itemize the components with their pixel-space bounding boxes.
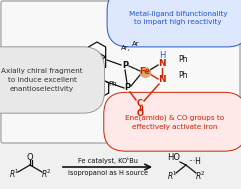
Text: Ph: Ph: [178, 71, 188, 81]
Text: Ar: Ar: [132, 41, 140, 47]
Text: O: O: [136, 109, 143, 119]
Text: $R^1$: $R^1$: [9, 168, 20, 180]
FancyBboxPatch shape: [1, 1, 240, 143]
Text: Ene(amido) & CO groups to
effectively activate iron: Ene(amido) & CO groups to effectively ac…: [125, 115, 225, 129]
Text: HO: HO: [167, 153, 181, 163]
Text: $R^1$: $R^1$: [167, 170, 177, 182]
Text: P: P: [122, 60, 128, 70]
Text: N: N: [158, 60, 166, 68]
Text: $R^2$: $R^2$: [194, 170, 205, 182]
Text: Metal-ligand bifunctionality
to impart high reactivity: Metal-ligand bifunctionality to impart h…: [129, 11, 227, 25]
Text: Ph: Ph: [178, 56, 188, 64]
Text: Axially chiral fragment
to induce excellent
enantioselectivity: Axially chiral fragment to induce excell…: [1, 68, 83, 91]
Text: Ph: Ph: [109, 81, 117, 87]
Text: Fe: Fe: [140, 67, 150, 77]
Text: $R^2$: $R^2$: [40, 168, 51, 180]
Text: O: O: [27, 153, 33, 161]
Text: P: P: [124, 84, 130, 92]
Text: Fe catalyst, KOᵗBu: Fe catalyst, KOᵗBu: [78, 157, 138, 164]
Text: ···H: ···H: [188, 156, 201, 166]
Text: isopropanol as H source: isopropanol as H source: [68, 170, 148, 176]
Text: Ar,: Ar,: [121, 45, 131, 51]
Text: C: C: [137, 98, 143, 108]
Text: H: H: [159, 50, 165, 60]
Text: N: N: [158, 75, 166, 84]
